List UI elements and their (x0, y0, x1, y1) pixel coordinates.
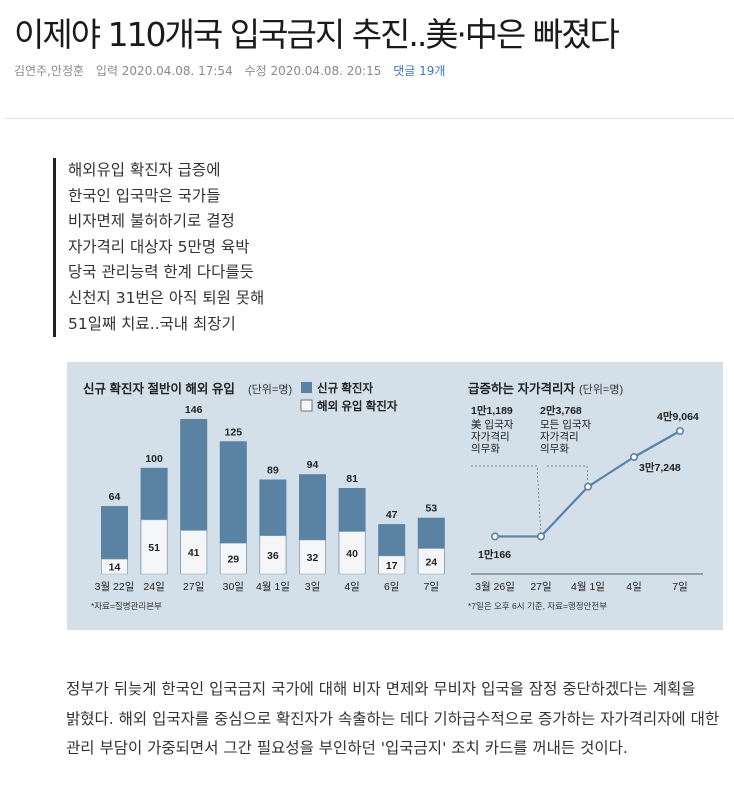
line-point (629, 453, 638, 462)
bar-value-label-overseas: 17 (386, 560, 398, 572)
bar-value-label-overseas: 40 (346, 548, 358, 560)
summary-line: 신천지 31번은 아직 퇴원 못해 (68, 288, 265, 307)
bar-value-label-new: 81 (346, 473, 358, 485)
bar-value-label-overseas: 32 (307, 552, 319, 564)
line-category-label: 4일 (626, 580, 642, 593)
bar-overseas-cases (220, 542, 247, 575)
line-chart-title: 급증하는 자가격리자 (468, 381, 575, 396)
line-point (490, 532, 499, 541)
bar-value-label-overseas: 24 (425, 556, 437, 568)
annotation-value: 2만3,768 (540, 404, 582, 417)
bar-value-label-overseas: 41 (188, 547, 200, 559)
bar-value-label-new: 146 (185, 404, 203, 416)
bar-overseas-cases (299, 539, 326, 575)
line-category-label: 7일 (672, 580, 688, 593)
bar-chart-unit: (단위=명) (248, 383, 292, 396)
article-body: 정부가 뒤늦게 한국인 입국금지 국가에 대해 비자 면제와 무비자 입국을 잠… (66, 675, 728, 764)
legend-label-new: 신규 확진자 (317, 381, 374, 395)
bar-overseas-cases (418, 548, 445, 575)
article-summary: 해외유입 확진자 급증에 한국인 입국막은 국가들 비자면제 불허하기로 결정 … (53, 158, 265, 338)
bar-category-label: 24일 (143, 580, 164, 593)
annotation-leader (471, 465, 542, 537)
line-category-label: 27일 (530, 580, 551, 593)
annotation-text: 모든 입국자 (540, 418, 592, 431)
summary-line: 한국인 입국막은 국가들 (68, 186, 221, 205)
summary-line: 해외유입 확진자 급증에 (68, 161, 221, 179)
bar-overseas-cases (378, 555, 405, 575)
line-value-label: 3만7,248 (639, 461, 681, 474)
line-value-label: 1만166 (478, 548, 511, 561)
input-time: 입력 2020.04.08. 17:54 (95, 64, 233, 78)
legend-label-overseas: 해외 유입 확진자 (317, 399, 398, 413)
bar-value-label-overseas: 14 (109, 562, 121, 574)
article-headline: 이제야 110개국 입국금지 추진..美·中은 빠졌다 (14, 15, 620, 54)
bar-value-label-overseas: 29 (227, 554, 239, 566)
legend-swatch-new (301, 382, 312, 393)
bar-overseas-cases (338, 531, 366, 575)
bar-value-label-new: 64 (109, 491, 121, 503)
bar-category-label: 4월 1일 (256, 580, 290, 593)
bar-value-label-new: 89 (267, 465, 279, 477)
edit-time: 수정 2020.04.08. 20:15 (244, 64, 382, 78)
line-point (583, 482, 592, 491)
bar-value-label-new: 94 (307, 459, 319, 471)
annotation-text: 의무화 (471, 443, 500, 455)
bar-value-label-new: 47 (386, 509, 398, 521)
line-chart-source: *7일은 오후 6시 기준, 자료=행정안전부 (468, 601, 607, 611)
summary-line: 당국 관리능력 한계 다다를듯 (68, 263, 254, 282)
header-divider (5, 118, 734, 119)
bar-value-label-overseas: 36 (267, 550, 279, 562)
annotation-text: 자가격리 (540, 430, 579, 443)
bar-value-label-new: 100 (145, 453, 163, 465)
annotation-text: 美 입국자 (471, 418, 514, 431)
body-paragraph: 정부가 뒤늦게 한국인 입국금지 국가에 대해 비자 면제와 무비자 입국을 잠… (66, 680, 720, 757)
summary-line: 자가격리 대상자 5만명 육박 (68, 237, 250, 256)
bar-chart-title: 신규 확진자 절반이 해외 유입 (83, 381, 235, 396)
annotation-leader (547, 465, 589, 487)
bar-overseas-cases (140, 519, 168, 575)
legend-swatch-overseas (300, 399, 313, 412)
bar-overseas-cases (259, 535, 287, 575)
annotation-text: 의무화 (540, 443, 569, 455)
line-chart-unit: (단위=명) (579, 383, 623, 396)
line-point (675, 427, 684, 436)
annotation-value: 1만1,189 (471, 404, 513, 417)
bar-chart-source: *자료=질병관리본부 (91, 601, 162, 611)
bar-category-label: 3월 22일 (95, 580, 135, 593)
bar-value-label-new: 125 (225, 426, 243, 438)
bar-category-label: 3일 (305, 580, 321, 593)
line-category-label: 3월 26일 (475, 580, 515, 593)
bar-category-label: 4일 (344, 580, 360, 593)
article-meta: 김연주,안정훈 입력 2020.04.08. 17:54 수정 2020.04.… (14, 62, 453, 79)
comments-link[interactable]: 댓글 19개 (393, 64, 446, 78)
bar-category-label: 27일 (183, 580, 204, 593)
line-point (536, 532, 545, 541)
bar-category-label: 6일 (384, 580, 400, 593)
line-category-label: 4월 1일 (571, 580, 605, 593)
bar-category-label: 30일 (223, 580, 244, 593)
summary-line: 비자면제 불허하기로 결정 (68, 212, 235, 231)
bar-value-label-new: 53 (425, 503, 437, 515)
annotation-text: 자가격리 (471, 430, 510, 443)
bar-category-label: 7일 (424, 580, 440, 593)
byline: 김연주,안정훈 (14, 64, 85, 78)
line-value-label: 4만9,064 (657, 410, 699, 423)
bar-overseas-cases (180, 530, 207, 575)
summary-line: 51일째 치료..국내 최장기 (68, 314, 236, 333)
bar-overseas-cases (101, 558, 128, 575)
bar-value-label-overseas: 51 (148, 542, 160, 554)
